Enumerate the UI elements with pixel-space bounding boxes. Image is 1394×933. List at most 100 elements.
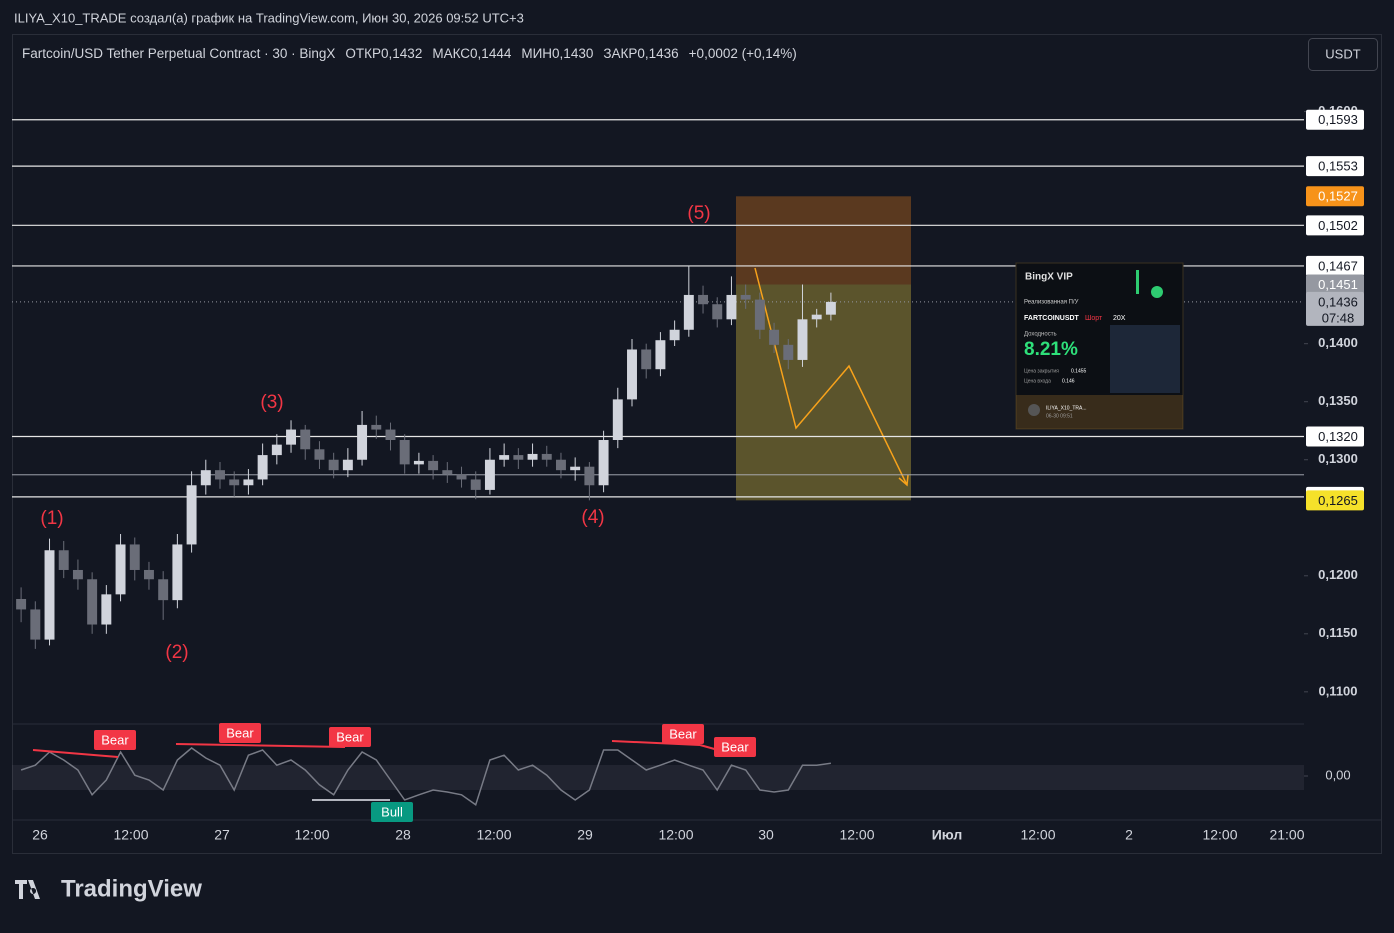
signal-tag bbox=[714, 737, 756, 757]
signal-tag bbox=[371, 802, 413, 822]
card-dot bbox=[1151, 286, 1163, 298]
change: +0,0002 (+0,14%) bbox=[689, 46, 797, 61]
candle-body bbox=[271, 444, 282, 456]
candle-body bbox=[797, 319, 808, 360]
price-tag bbox=[1306, 291, 1364, 326]
card-text: Шорт bbox=[1085, 315, 1103, 322]
candle-body bbox=[87, 579, 98, 625]
candle-body bbox=[541, 453, 552, 460]
signal-label: Bear bbox=[669, 726, 697, 741]
y-tick-label: 0,1150 bbox=[1318, 625, 1357, 640]
x-tick-label: 12:00 bbox=[294, 827, 329, 843]
x-tick-label: Июл bbox=[932, 827, 963, 843]
candle-body bbox=[683, 294, 694, 330]
candle-body bbox=[399, 440, 410, 465]
card-glow bbox=[1016, 395, 1183, 429]
price-tag-label: 0,1436 bbox=[1318, 294, 1358, 309]
candle-body bbox=[456, 474, 467, 480]
x-tick-label: 27 bbox=[214, 827, 230, 843]
candle-body bbox=[754, 299, 765, 330]
card-avatar bbox=[1028, 404, 1040, 416]
logo-mark bbox=[15, 880, 40, 899]
signal-label: Bear bbox=[101, 732, 129, 747]
y-tick-label: 0,1100 bbox=[1318, 683, 1357, 698]
card-text: 0.146 bbox=[1062, 378, 1075, 384]
candle-body bbox=[314, 449, 325, 460]
card-text: 0.1455 bbox=[1071, 368, 1087, 374]
projection-path bbox=[754, 267, 908, 486]
ohlc-value: 0,1432 bbox=[381, 46, 422, 61]
brand: TradingView bbox=[61, 875, 202, 902]
symbol: Fartcoin/USD Tether Perpetual Contract ·… bbox=[22, 46, 797, 61]
indicator-tick-label: 0,00 bbox=[1325, 767, 1350, 782]
logo: TradingView bbox=[15, 875, 202, 902]
candle-body bbox=[229, 479, 240, 486]
x-tick-label: 29 bbox=[577, 827, 593, 843]
x-tick-label: 26 bbox=[32, 827, 48, 843]
candle-body bbox=[698, 294, 709, 305]
candle-body bbox=[428, 460, 439, 471]
x-tick-label: 12:00 bbox=[1202, 827, 1237, 843]
candle-body bbox=[143, 569, 154, 580]
card-text: 8.21% bbox=[1024, 339, 1078, 360]
y-tick-label: 0,1300 bbox=[1318, 451, 1358, 466]
x-tick-label: 12:00 bbox=[839, 827, 874, 843]
price-tag bbox=[1306, 274, 1364, 295]
x-tick-label: 12:00 bbox=[658, 827, 693, 843]
ohlc-label: МИН bbox=[521, 46, 552, 61]
candle-body bbox=[484, 459, 495, 490]
candle-body bbox=[72, 569, 83, 580]
candle-body bbox=[783, 344, 794, 360]
candle-body bbox=[470, 479, 481, 490]
level-label: 0,1320 bbox=[1318, 429, 1358, 444]
signal-tag bbox=[329, 727, 371, 747]
wave-label: (5) bbox=[687, 203, 710, 224]
candle-body bbox=[499, 455, 510, 460]
symbol-name: Fartcoin/USD Tether Perpetual Contract ·… bbox=[22, 46, 335, 61]
x-tick-label: 28 bbox=[395, 827, 411, 843]
indicator-band bbox=[12, 765, 1304, 790]
ohlc-value: 0,1436 bbox=[637, 46, 678, 61]
level-label: 0,1502 bbox=[1318, 218, 1358, 233]
wave-label: (1) bbox=[40, 508, 63, 529]
divergence-line bbox=[611, 740, 701, 746]
ohlc-value: 0,1444 bbox=[470, 46, 512, 61]
candle-body bbox=[129, 544, 140, 570]
position-stop-zone bbox=[736, 196, 911, 285]
pnl-card: BingX VIP Реализованная П/У FARTCOINUSDT Шо… bbox=[1015, 262, 1184, 430]
currency-button[interactable] bbox=[1308, 38, 1378, 71]
signal-label: Bull bbox=[381, 804, 403, 819]
candle-body bbox=[342, 459, 353, 471]
price-tag bbox=[1306, 490, 1364, 511]
candle-body bbox=[200, 470, 211, 486]
x-tick-label: 12:00 bbox=[476, 827, 511, 843]
card-text: FARTCOINUSDT bbox=[1024, 315, 1080, 322]
card-bar bbox=[1136, 270, 1139, 294]
level-label: 0,1467 bbox=[1318, 258, 1358, 273]
card-text: BingX VIP bbox=[1025, 272, 1073, 283]
wave-label: (3) bbox=[260, 392, 283, 413]
candle-body bbox=[598, 440, 609, 486]
currency[interactable]: USDT bbox=[1325, 46, 1360, 61]
card-text: Цена закрытия bbox=[1024, 368, 1059, 374]
ohlc-label: ЗАКР bbox=[603, 46, 637, 61]
divergence-line bbox=[175, 743, 346, 748]
ohlc-label: ОТКР bbox=[345, 46, 381, 61]
candle-body bbox=[627, 349, 637, 400]
candle-body bbox=[655, 340, 666, 370]
card-text: 20X bbox=[1113, 315, 1126, 322]
candle-body bbox=[186, 485, 197, 545]
x-tick-label: 12:00 bbox=[1020, 827, 1055, 843]
projection-arrow bbox=[898, 474, 909, 487]
card-text: ILIYA_X10_TRA... bbox=[1046, 405, 1086, 411]
ohlc-value: 0,1430 bbox=[552, 46, 593, 61]
candle-body bbox=[115, 544, 126, 595]
price-tag-label: 0,1527 bbox=[1318, 189, 1358, 204]
candle-body bbox=[215, 470, 225, 480]
candle-body bbox=[612, 399, 623, 441]
x-tick-label: 21:00 bbox=[1269, 827, 1304, 843]
price-tag-label: 0,1451 bbox=[1318, 277, 1358, 292]
candle-body bbox=[769, 329, 780, 345]
